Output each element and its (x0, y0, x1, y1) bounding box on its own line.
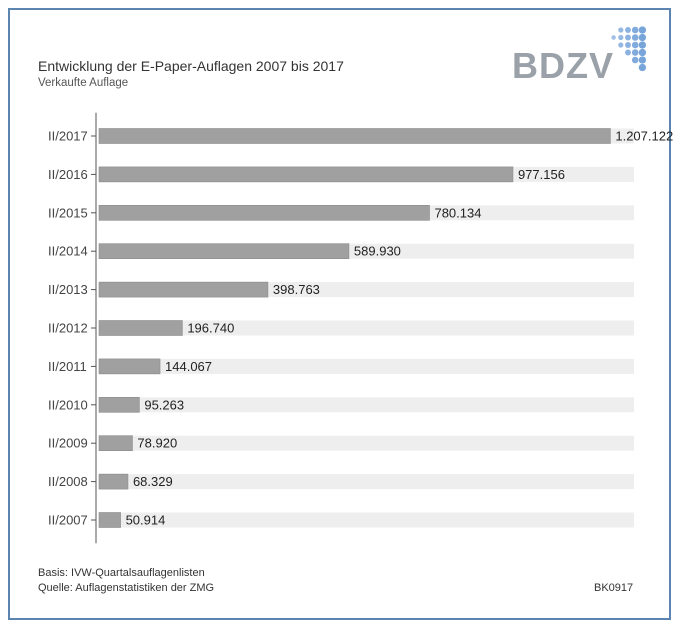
bar (98, 166, 514, 183)
bar-track (99, 435, 634, 451)
bdzv-logo: BDZV (512, 45, 614, 86)
logo-dot (631, 41, 639, 49)
chart-subtitle: Verkaufte Auflage (38, 77, 129, 89)
chart-title: Entwicklung der E-Paper-Auflagen 2007 bi… (38, 58, 344, 74)
logo-dot (618, 42, 624, 48)
category-label: II/2009 (48, 436, 88, 451)
category-label: II/2013 (48, 282, 88, 297)
bar-track (99, 474, 634, 490)
bar (98, 358, 161, 375)
value-label: 1.207.122 (615, 129, 673, 144)
category-label: II/2010 (48, 397, 88, 412)
bar (98, 128, 611, 144)
value-label: 589.930 (354, 244, 401, 259)
bar-track (99, 320, 634, 336)
bar (98, 205, 430, 221)
value-label: 144.067 (165, 359, 212, 374)
bar-track (99, 397, 634, 413)
bar (98, 243, 350, 259)
bar (98, 396, 140, 413)
logo-dot (625, 34, 631, 41)
value-label: 780.134 (434, 205, 481, 220)
logo-dot (631, 49, 639, 56)
logo-dot (638, 41, 647, 49)
bar-track (99, 358, 634, 374)
bar (98, 473, 129, 490)
logo-dot (638, 48, 647, 57)
footer-code: BK0917 (594, 582, 634, 594)
logo-dot (625, 42, 631, 48)
logo-dot (631, 34, 639, 41)
category-label: II/2016 (48, 167, 88, 182)
category-label: II/2011 (48, 359, 87, 374)
logo-dot (631, 56, 639, 64)
value-label: 398.763 (273, 282, 320, 297)
category-label: II/2008 (48, 474, 88, 489)
logo-dot (618, 27, 624, 33)
logo-dot (611, 35, 616, 40)
bar (98, 512, 121, 528)
footer-basis: Basis: IVW-Quartalsauflagenlisten (38, 567, 205, 579)
bdzv-logo-dots-icon (611, 26, 647, 72)
logo-dot (638, 56, 647, 64)
category-label: II/2007 (48, 513, 88, 528)
logo-dot (625, 49, 631, 56)
category-label: II/2012 (48, 321, 88, 336)
category-label: II/2015 (48, 205, 88, 220)
value-label: 95.263 (144, 397, 184, 412)
bar (98, 281, 269, 298)
category-label: II/2014 (48, 244, 88, 259)
value-label: 68.329 (133, 474, 173, 489)
logo-dot (631, 26, 639, 34)
bar-track (99, 512, 634, 528)
value-label: 78.920 (137, 436, 177, 451)
category-label: II/2017 (48, 129, 88, 144)
logo-dot (638, 26, 647, 34)
logo-dot (638, 63, 647, 72)
footer-quelle: Quelle: Auflagenstatistiken der ZMG (38, 582, 215, 594)
bar (98, 435, 133, 452)
value-label: 977.156 (518, 167, 565, 182)
logo-dot (618, 34, 624, 41)
value-label: 196.740 (187, 321, 234, 336)
bar (98, 320, 183, 336)
logo-dot (625, 27, 631, 33)
value-label: 50.914 (126, 513, 166, 528)
logo-dot (638, 33, 647, 42)
